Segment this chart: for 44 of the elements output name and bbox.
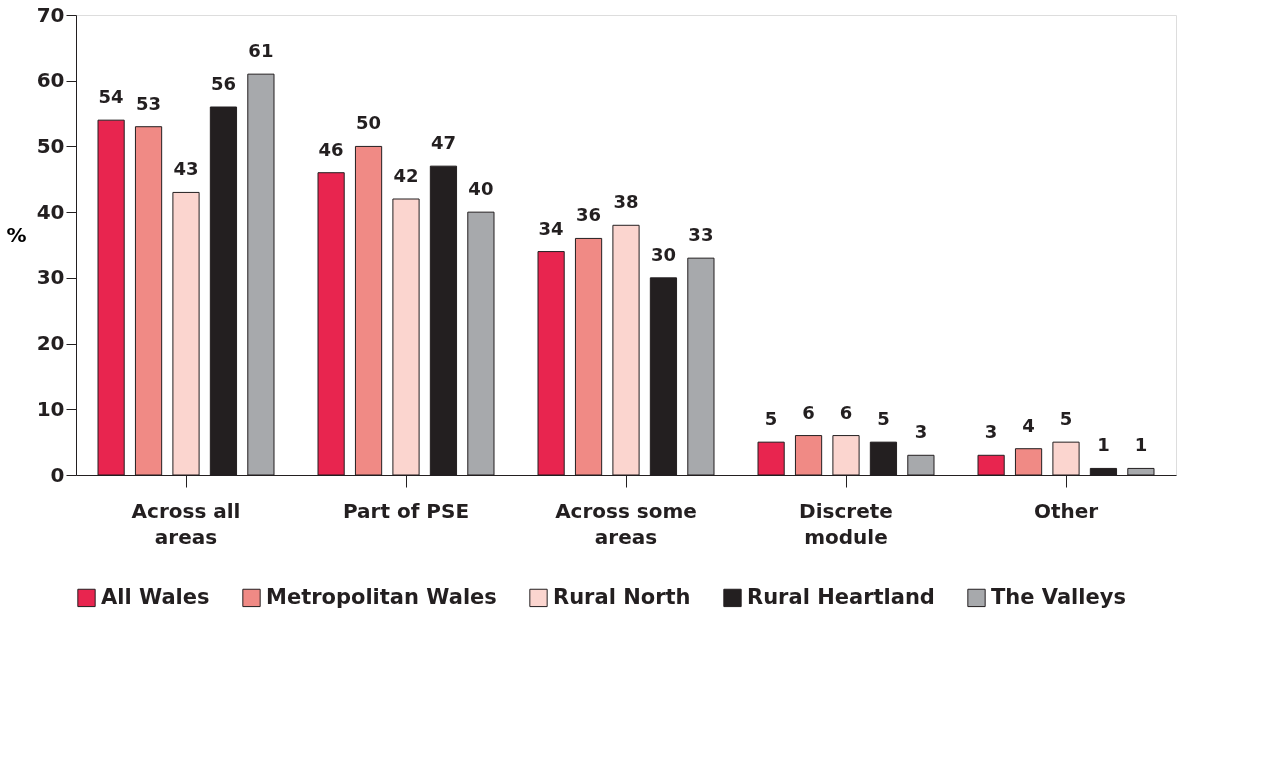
data-label: 42 <box>393 165 419 186</box>
x-tick-label: Discrete module <box>799 498 893 549</box>
data-label: 4 <box>1022 414 1035 436</box>
data-label: 54 <box>98 86 124 108</box>
x-tick-label: Across some areas <box>555 498 697 549</box>
legend-label: All Wales <box>101 584 210 609</box>
legend-label: Rural North <box>553 584 691 609</box>
data-label: 43 <box>173 158 199 180</box>
data-label: 47 <box>430 132 456 154</box>
data-label: 50 <box>356 112 382 134</box>
y-tick-label: 10 <box>36 396 65 421</box>
data-label: 53 <box>136 92 162 114</box>
data-label: 56 <box>210 73 236 94</box>
y-tick-label: 40 <box>36 199 65 224</box>
data-label: 30 <box>650 243 676 265</box>
data-label: 61 <box>248 40 274 62</box>
legend-label: The Valleys <box>991 584 1126 609</box>
y-tick-label: 20 <box>36 331 65 356</box>
y-axis-title: % <box>6 222 27 247</box>
data-label: 38 <box>613 191 639 213</box>
x-tick-label: Across all areas <box>131 498 241 549</box>
y-tick-label: 60 <box>36 68 65 93</box>
legend-label: Rural Heartland <box>747 584 935 609</box>
data-label: 34 <box>538 217 564 239</box>
data-label: 5 <box>764 408 778 430</box>
data-label: 6 <box>839 401 853 423</box>
data-label: 5 <box>877 408 890 430</box>
data-label: 33 <box>688 224 714 246</box>
data-label: 3 <box>914 421 928 443</box>
data-label: 6 <box>802 401 815 423</box>
y-tick-label: 50 <box>36 133 65 158</box>
x-tick-label: Other <box>1033 498 1099 523</box>
data-label: 1 <box>1097 434 1110 456</box>
data-label: 40 <box>468 178 494 200</box>
data-label: 3 <box>984 421 998 443</box>
data-label: 1 <box>1134 434 1148 456</box>
y-tick-label: 70 <box>36 2 65 27</box>
data-label: 36 <box>576 204 602 226</box>
data-label: 46 <box>318 138 344 160</box>
data-label: 5 <box>1059 408 1073 430</box>
y-tick-label: 30 <box>36 265 65 290</box>
x-tick-label: Part of PSE <box>342 498 470 523</box>
legend-label: Metropolitan Wales <box>266 584 497 609</box>
y-tick-label: 0 <box>50 462 65 487</box>
